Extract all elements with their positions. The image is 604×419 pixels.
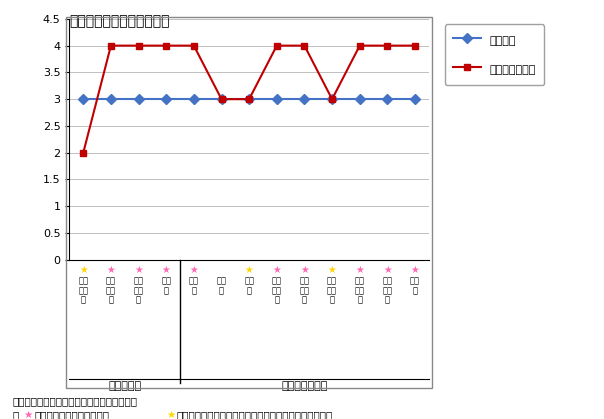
Text: 計画
立案
力: 計画 立案 力 xyxy=(382,277,393,304)
Text: ★: ★ xyxy=(300,265,309,275)
Text: 親和
力: 親和 力 xyxy=(189,277,199,295)
Text: ★: ★ xyxy=(166,410,175,419)
Text: 自信
創出
力: 自信 創出 力 xyxy=(300,277,309,304)
Text: ★: ★ xyxy=(383,265,392,275)
Text: は他学部を上回った項目、: は他学部を上回った項目、 xyxy=(34,410,109,419)
Text: リテラシー: リテラシー xyxy=(108,381,141,391)
Text: 構想
力: 構想 力 xyxy=(161,277,171,295)
Text: ★: ★ xyxy=(23,410,32,419)
Text: ★: ★ xyxy=(411,265,419,275)
Text: コンピテンシー: コンピテンシー xyxy=(281,381,327,391)
Text: ★: ★ xyxy=(79,265,88,275)
Text: ＊: ＊ xyxy=(12,410,18,419)
Text: 統率
力: 統率 力 xyxy=(244,277,254,295)
Text: 感情
抑制
力: 感情 抑制 力 xyxy=(272,277,282,304)
Text: 行動
持続
力: 行動 持続 力 xyxy=(327,277,337,304)
Text: 情報
収集
力: 情報 収集 力 xyxy=(79,277,88,304)
Text: 実践
力: 実践 力 xyxy=(410,277,420,295)
Text: ★: ★ xyxy=(190,265,198,275)
Text: ★: ★ xyxy=(272,265,281,275)
Text: 課顔
発見
力: 課顔 発見 力 xyxy=(133,277,144,304)
Text: ＊全国平均を「３」とした場合の数値です。: ＊全国平均を「３」とした場合の数値です。 xyxy=(12,396,137,406)
Text: ★: ★ xyxy=(162,265,170,275)
Text: 情報
分析
力: 情報 分析 力 xyxy=(106,277,116,304)
Text: 課顔
発見
力: 課顔 発見 力 xyxy=(355,277,365,304)
Text: ★: ★ xyxy=(106,265,115,275)
Text: ★: ★ xyxy=(328,265,336,275)
Text: ★: ★ xyxy=(355,265,364,275)
Text: ★: ★ xyxy=(245,265,254,275)
Text: は他学部と同じだった項目、無印は下回った項目です。: は他学部と同じだった項目、無印は下回った項目です。 xyxy=(176,410,333,419)
Text: ★: ★ xyxy=(134,265,143,275)
Text: 協働
力: 協働 力 xyxy=(216,277,226,295)
Text: 音楽学部生の「社会人力」: 音楽学部生の「社会人力」 xyxy=(69,15,170,28)
Legend: 全国平均, 聖徳音楽学部生: 全国平均, 聖徳音楽学部生 xyxy=(445,24,544,85)
